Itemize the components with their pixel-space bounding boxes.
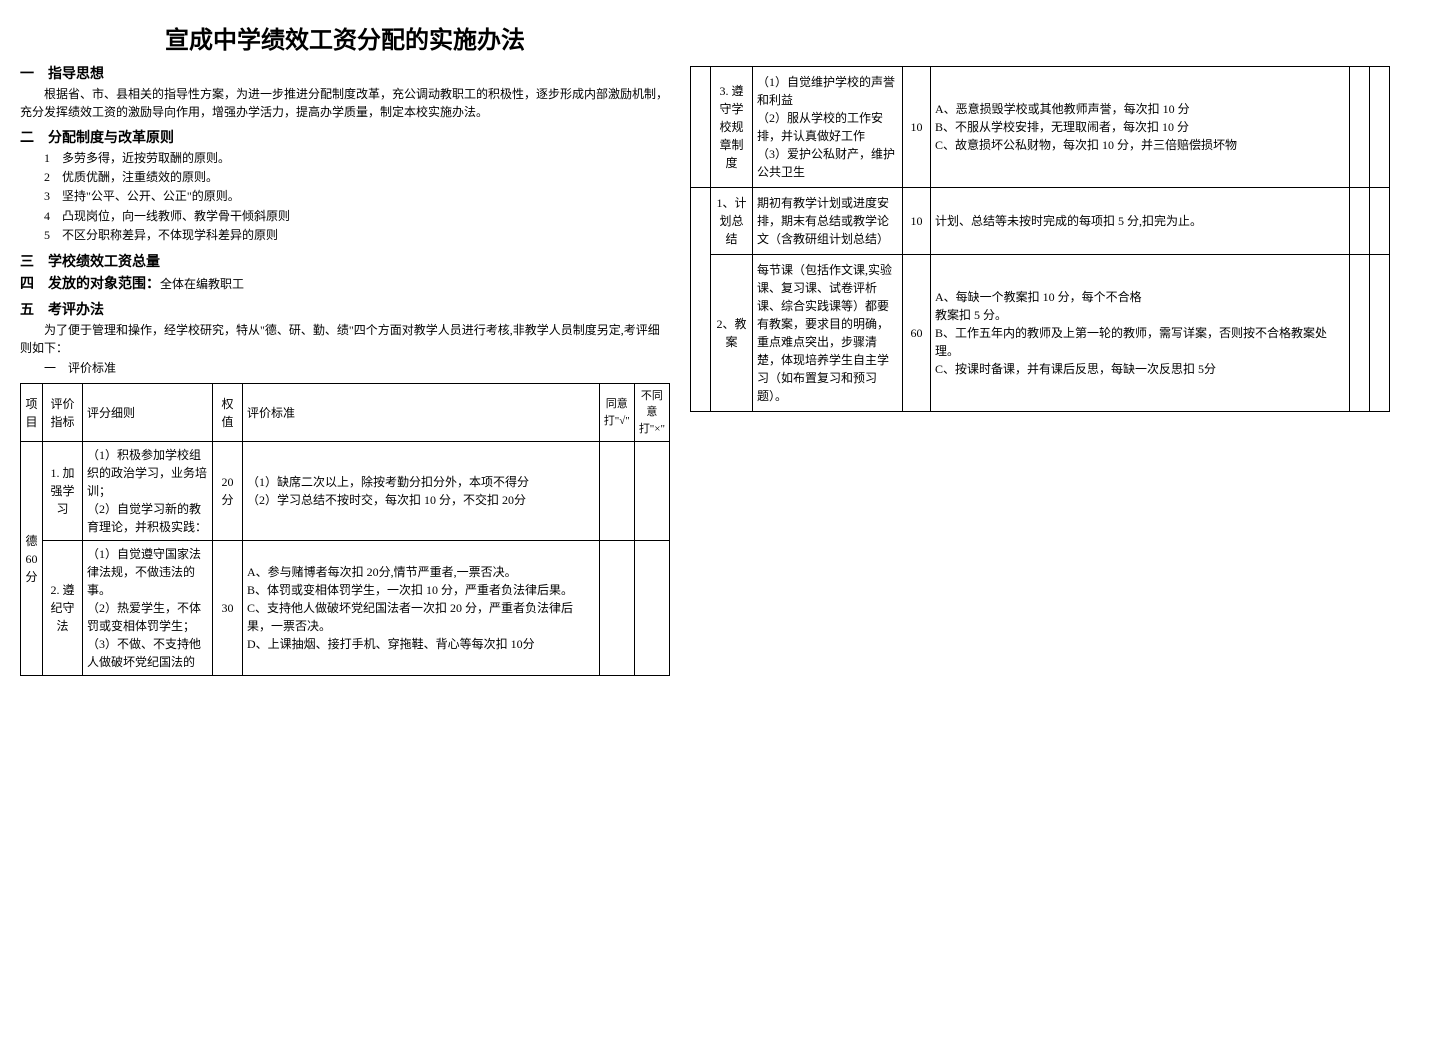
r2-row2-criteria: 计划、总结等未按时完成的每项扣 5 分,扣完为止。 xyxy=(931,188,1350,255)
section-3-heading: 三 学校绩效工资总量 xyxy=(20,251,670,271)
th-disagree: 不同意打"×" xyxy=(634,383,669,442)
empty-cell xyxy=(1350,67,1370,188)
empty-cell xyxy=(1370,255,1390,412)
s2-item-3: 3 坚持"公平、公开、公正"的原则。 xyxy=(44,187,670,206)
empty-cell xyxy=(1370,67,1390,188)
row2-criteria: A、参与赌博者每次扣 20分,情节严重者,一票否决。 B、体罚或变相体罚学生，一… xyxy=(243,541,600,676)
row1-criteria: （1）缺席二次以上，除按考勤分扣分外，本项不得分 （2）学习总结不按时交，每次扣… xyxy=(243,442,600,541)
section-5-heading: 五 考评办法 xyxy=(20,299,670,319)
s2-item-1: 1 多劳多得，近按劳取酬的原则。 xyxy=(44,149,670,168)
empty-cell xyxy=(691,67,711,188)
r2-row2-indicator: 1、计划总结 xyxy=(711,188,753,255)
r2-row1-weight: 10 xyxy=(903,67,931,188)
th-project: 项目 xyxy=(21,383,43,442)
empty-cell xyxy=(1350,188,1370,255)
th-detail: 评分细则 xyxy=(83,383,213,442)
section-4: 四 发放的对象范围：全体在编教职工 xyxy=(20,273,670,293)
section-4-inline: 全体在编教职工 xyxy=(160,277,244,291)
row1-indicator: 1. 加强学习 xyxy=(43,442,83,541)
row1-weight: 20分 xyxy=(213,442,243,541)
r2-row3-detail: 每节课（包括作文课,实验课、复习课、试卷评析课、综合实践课等）都要有教案，要求目… xyxy=(753,255,903,412)
th-agree: 同意打"√" xyxy=(599,383,634,442)
r2-row3-weight: 60 xyxy=(903,255,931,412)
s2-item-2: 2 优质优酬，注重绩效的原则。 xyxy=(44,168,670,187)
r2-row3-criteria: A、每缺一个教案扣 10 分，每个不合格 教案扣 5 分。 B、工作五年内的教师… xyxy=(931,255,1350,412)
section-2-heading: 二 分配制度与改革原则 xyxy=(20,127,670,147)
page-title: 宣成中学绩效工资分配的实施办法 xyxy=(20,20,670,55)
section-1-body: 根据省、市、县相关的指导性方案，为进一步推进分配制度改革，充公调动教职工的积极性… xyxy=(20,85,670,121)
r2-row1-criteria: A、恶意损毁学校或其他教师声誉，每次扣 10 分 B、不服从学校安排，无理取闹者… xyxy=(931,67,1350,188)
left-column: 宣成中学绩效工资分配的实施办法 一 指导思想 根据省、市、县相关的指导性方案，为… xyxy=(20,20,670,676)
section-5-body: 为了便于管理和操作，经学校研究，特从"德、研、勤、绩"四个方面对教学人员进行考核… xyxy=(20,321,670,357)
section-1: 一 指导思想 根据省、市、县相关的指导性方案，为进一步推进分配制度改革，充公调动… xyxy=(20,63,670,121)
table-row: 2、教案 每节课（包括作文课,实验课、复习课、试卷评析课、综合实践课等）都要有教… xyxy=(691,255,1390,412)
r2-row3-indicator: 2、教案 xyxy=(711,255,753,412)
row2-detail: （1）自觉遵守国家法律法规，不做违法的事。 （2）热爱学生，不体罚或变相体罚学生… xyxy=(83,541,213,676)
table-header-row: 项目 评价指标 评分细则 权值 评价标准 同意打"√" 不同意打"×" xyxy=(21,383,670,442)
table-row: 1、计划总结 期初有教学计划或进度安排，期末有总结或教学论文（含教研组计划总结）… xyxy=(691,188,1390,255)
r2-row1-detail: （1）自觉维护学校的声誉和利益 （2）服从学校的工作安排，并认真做好工作 （3）… xyxy=(753,67,903,188)
section-5-sub: 一 评价标准 xyxy=(44,359,670,377)
th-criteria: 评价标准 xyxy=(243,383,600,442)
row2-indicator: 2. 遵纪守法 xyxy=(43,541,83,676)
th-weight: 权值 xyxy=(213,383,243,442)
empty-cell xyxy=(1370,188,1390,255)
r2-row2-detail: 期初有教学计划或进度安排，期末有总结或教学论文（含教研组计划总结） xyxy=(753,188,903,255)
section-2: 二 分配制度与改革原则 1 多劳多得，近按劳取酬的原则。 2 优质优酬，注重绩效… xyxy=(20,127,670,245)
row2-weight: 30 xyxy=(213,541,243,676)
table-row: 3. 遵守学校规章制度 （1）自觉维护学校的声誉和利益 （2）服从学校的工作安排… xyxy=(691,67,1390,188)
category-cell: 德60分 xyxy=(21,442,43,676)
r2-row1-indicator: 3. 遵守学校规章制度 xyxy=(711,67,753,188)
row2-agree xyxy=(599,541,634,676)
row1-disagree xyxy=(634,442,669,541)
section-5: 五 考评办法 为了便于管理和操作，经学校研究，特从"德、研、勤、绩"四个方面对教… xyxy=(20,299,670,377)
table-row: 德60分 1. 加强学习 （1）积极参加学校组织的政治学习，业务培训； （2）自… xyxy=(21,442,670,541)
section-1-heading: 一 指导思想 xyxy=(20,63,670,83)
empty-cell xyxy=(691,188,711,412)
s2-item-5: 5 不区分职称差异，不体现学科差异的原则 xyxy=(44,226,670,245)
table-row: 2. 遵纪守法 （1）自觉遵守国家法律法规，不做违法的事。 （2）热爱学生，不体… xyxy=(21,541,670,676)
evaluation-table-1: 项目 评价指标 评分细则 权值 评价标准 同意打"√" 不同意打"×" 德60分… xyxy=(20,383,670,677)
evaluation-table-2: 3. 遵守学校规章制度 （1）自觉维护学校的声誉和利益 （2）服从学校的工作安排… xyxy=(690,66,1390,412)
row1-detail: （1）积极参加学校组织的政治学习，业务培训； （2）自觉学习新的教育理论，并积极… xyxy=(83,442,213,541)
row2-disagree xyxy=(634,541,669,676)
r2-row2-weight: 10 xyxy=(903,188,931,255)
row1-agree xyxy=(599,442,634,541)
s2-item-4: 4 凸现岗位，向一线教师、教学骨干倾斜原则 xyxy=(44,207,670,226)
th-indicator: 评价指标 xyxy=(43,383,83,442)
section-4-heading: 四 发放的对象范围： xyxy=(20,275,160,291)
empty-cell xyxy=(1350,255,1370,412)
right-column: 3. 遵守学校规章制度 （1）自觉维护学校的声誉和利益 （2）服从学校的工作安排… xyxy=(690,20,1390,676)
